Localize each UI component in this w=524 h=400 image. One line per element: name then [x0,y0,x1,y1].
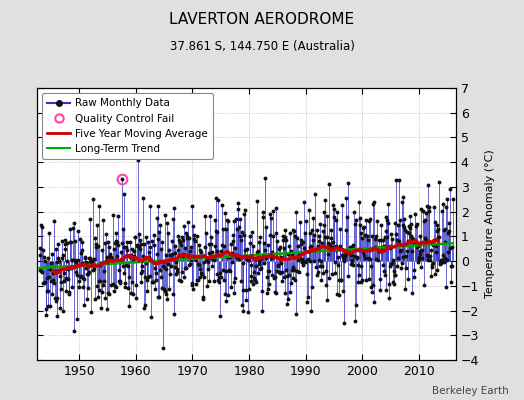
Text: Berkeley Earth: Berkeley Earth [432,386,508,396]
Text: 37.861 S, 144.750 E (Australia): 37.861 S, 144.750 E (Australia) [170,40,354,53]
Text: LAVERTON AERODROME: LAVERTON AERODROME [169,12,355,27]
Legend: Raw Monthly Data, Quality Control Fail, Five Year Moving Average, Long-Term Tren: Raw Monthly Data, Quality Control Fail, … [42,93,213,159]
Y-axis label: Temperature Anomaly (°C): Temperature Anomaly (°C) [485,150,495,298]
